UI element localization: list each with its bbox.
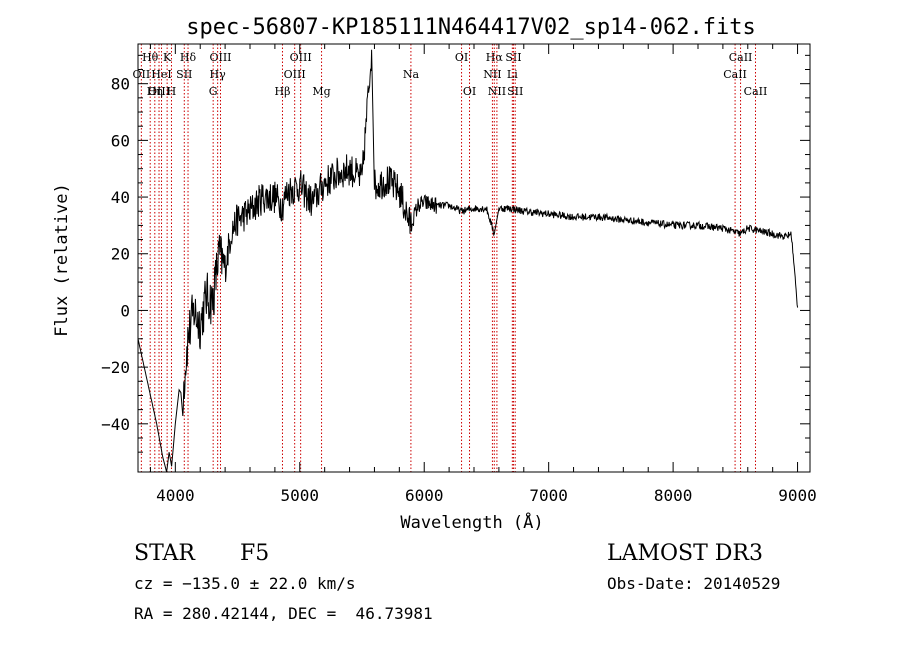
x-tick-label-5: 9000 (778, 486, 817, 505)
line-marker-label-19: Hα (486, 51, 504, 64)
line-marker-label-10: Hγ (210, 68, 227, 81)
redshift-text: cz = −135.0 ± 22.0 km/s (134, 574, 356, 593)
y-tick-label-5: 60 (111, 131, 130, 150)
line-marker-label-16: Na (403, 68, 420, 81)
line-marker-layer: Hθ OII OIII K HeI Hη SII H Hδ OIII Hγ G OIII OIII Hβ Mg… (133, 44, 768, 472)
line-marker-label-18: OI (463, 85, 476, 98)
line-marker-label-27: CaII (744, 85, 768, 98)
line-marker-label-22: Li (507, 68, 518, 81)
survey-name: LAMOST DR3 (607, 541, 763, 566)
y-tick-label-3: 20 (111, 245, 130, 264)
line-marker-label-17: OI (455, 51, 468, 64)
line-marker-label-3: K (163, 51, 172, 64)
line-marker-label-0: Hθ (142, 51, 159, 64)
line-marker-label-7: H (167, 85, 177, 98)
line-marker-label-11: G (209, 85, 218, 98)
line-marker-label-14: Hβ (275, 85, 291, 98)
line-marker-label-9: OIII (209, 51, 231, 64)
coordinates-text: RA = 280.42144, DEC = 46.73981 (134, 604, 433, 623)
y-axis-label: Flux (relative) (52, 183, 72, 337)
y-tick-label-6: 80 (111, 75, 130, 94)
line-marker-label-21: NII (483, 68, 501, 81)
line-marker-label-5: Hη (147, 85, 163, 98)
series-layer (137, 49, 799, 473)
line-marker-label-4: HeI (151, 68, 171, 81)
line-marker-label-1: OII (133, 68, 151, 81)
line-marker-label-23: NII (488, 85, 506, 98)
object-subclass: F5 (240, 541, 269, 566)
x-tick-label-4: 8000 (654, 486, 693, 505)
y-tick-label-0: −40 (101, 415, 130, 434)
x-tick-label-0: 4000 (156, 486, 195, 505)
x-axis-label: Wavelength (Å) (400, 511, 543, 533)
x-tick-label-1: 5000 (281, 486, 320, 505)
line-marker-label-24: SII (507, 85, 523, 98)
plot-frame (137, 43, 811, 473)
axis-layer: 4000 5000 6000 7000 8000 9000 −40 −20 0 20 40 60 80 (101, 44, 817, 505)
line-marker-label-13: OIII (284, 68, 306, 81)
line-marker-label-25: CaII (729, 51, 753, 64)
y-tick-label-1: −20 (101, 358, 130, 377)
y-tick-label-4: 40 (111, 188, 130, 207)
line-marker-label-2: OIII (148, 85, 170, 98)
chart-title: spec-56807-KP185111N464417V02_sp14-062.f… (186, 15, 756, 40)
line-marker-label-26: CaII (723, 68, 747, 81)
x-tick-label-2: 6000 (405, 486, 444, 505)
x-tick-label-3: 7000 (529, 486, 568, 505)
obs-date-text: Obs-Date: 20140529 (607, 574, 780, 593)
y-tick-label-2: 0 (120, 301, 130, 320)
line-marker-label-8: Hδ (180, 51, 197, 64)
line-marker-label-15: Mg (312, 85, 330, 98)
object-class: STAR (134, 541, 196, 566)
line-marker-label-6: SII (176, 68, 192, 81)
line-marker-label-20: SII (505, 51, 521, 64)
line-marker-label-12: OIII (290, 51, 312, 64)
spectrum-line-0 (137, 49, 799, 473)
